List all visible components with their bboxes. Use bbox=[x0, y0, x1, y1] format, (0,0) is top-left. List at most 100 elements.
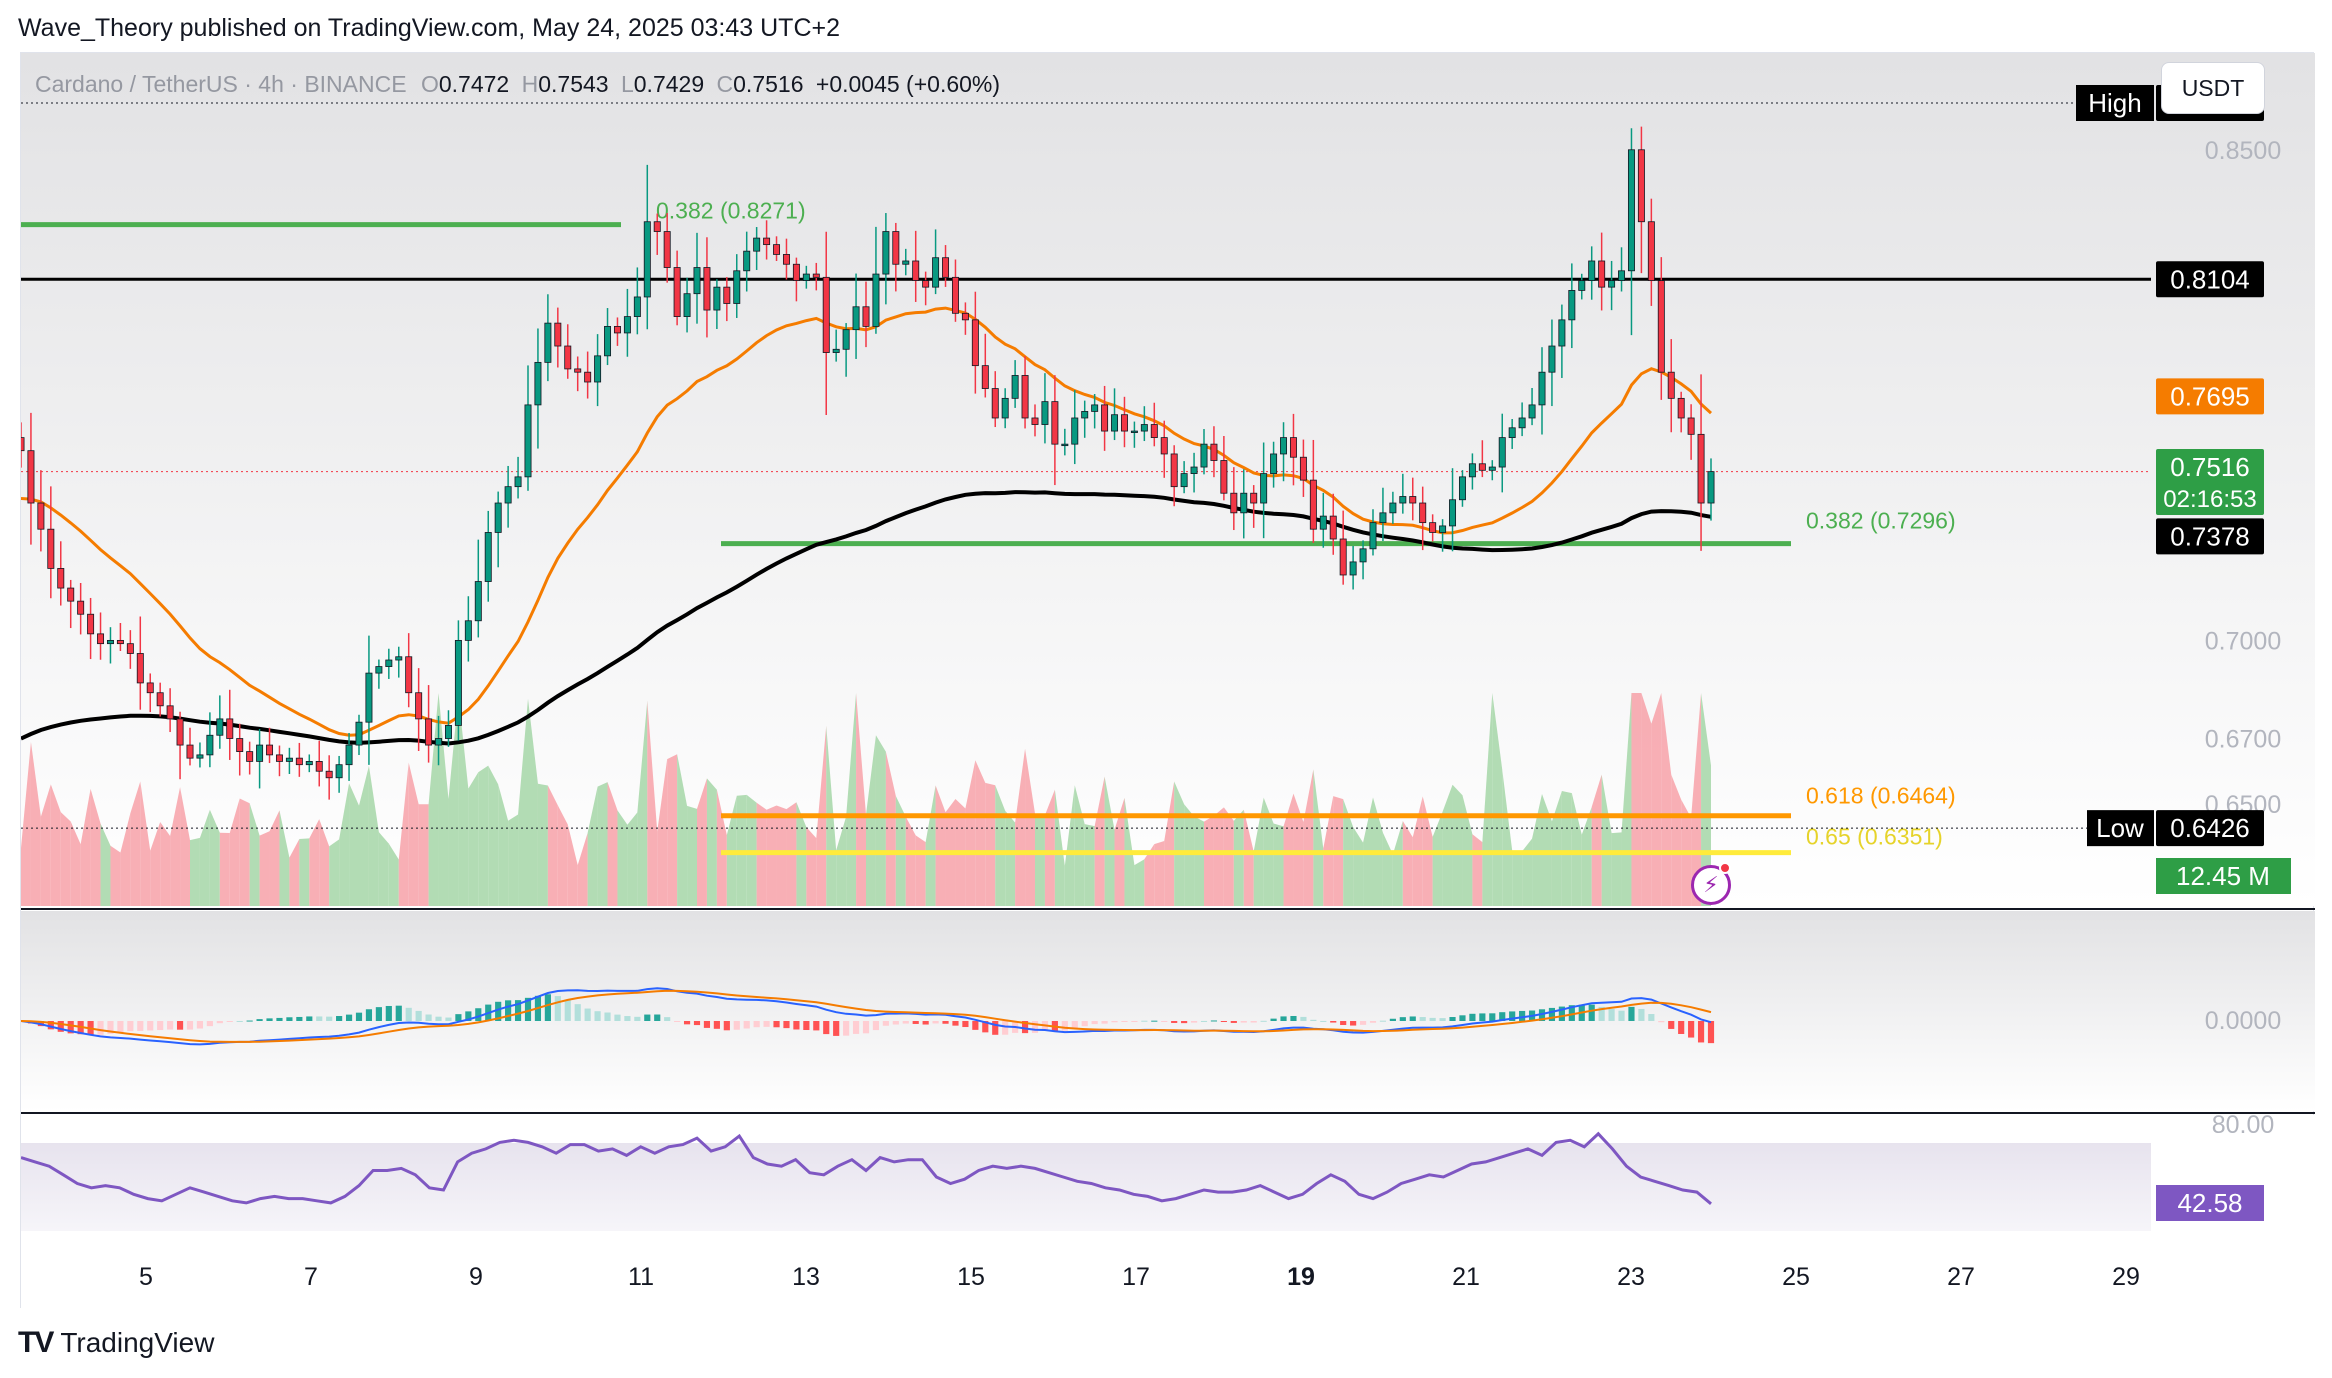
macd-histogram-bar bbox=[1658, 1021, 1665, 1023]
macd-histogram-bar bbox=[157, 1021, 164, 1031]
candle-body bbox=[882, 231, 890, 275]
candle-body bbox=[1101, 404, 1109, 432]
volume-segment bbox=[70, 821, 81, 906]
chart-canvas[interactable]: 0.382 (0.8271) 0.382 (0.7296) 0.618 (0.646… bbox=[21, 53, 2315, 1309]
candle-body bbox=[1280, 437, 1288, 455]
candle-body bbox=[683, 293, 691, 317]
candle-body bbox=[106, 639, 114, 645]
volume-segment bbox=[100, 823, 111, 906]
volume-segment bbox=[80, 788, 91, 906]
macd-histogram-bar bbox=[1071, 1021, 1078, 1029]
macd-histogram-bar bbox=[1181, 1021, 1188, 1024]
candle-body bbox=[1140, 424, 1148, 432]
volume-segment bbox=[905, 816, 916, 906]
volume-segment bbox=[806, 827, 817, 906]
macd-histogram-bar bbox=[1270, 1018, 1277, 1021]
candle-body bbox=[812, 273, 820, 278]
volume-segment bbox=[1194, 816, 1204, 906]
volume-segment bbox=[647, 700, 658, 906]
macd-histogram-bar bbox=[1190, 1021, 1198, 1023]
macd-histogram-bar bbox=[594, 1011, 601, 1021]
macd-histogram-bar bbox=[624, 1016, 631, 1021]
macd-histogram-bar bbox=[67, 1021, 74, 1034]
macd-histogram-bar bbox=[1588, 1004, 1595, 1021]
macd-histogram-bar bbox=[793, 1021, 800, 1030]
macd-histogram-bar bbox=[833, 1021, 840, 1036]
volume-segment bbox=[408, 762, 419, 906]
candle-body bbox=[1150, 424, 1158, 439]
macd-histogram-bar bbox=[912, 1021, 919, 1024]
macd-histogram-bar bbox=[664, 1017, 671, 1021]
macd-histogram-bar bbox=[942, 1021, 949, 1024]
macd-histogram-bar bbox=[1638, 1008, 1645, 1021]
macd-histogram-bar bbox=[743, 1021, 750, 1029]
volume-segment bbox=[1164, 781, 1175, 906]
macd-histogram-bar bbox=[1330, 1021, 1337, 1023]
macd-histogram-bar bbox=[862, 1021, 870, 1034]
volume-segment bbox=[1671, 774, 1682, 906]
macd-histogram-bar bbox=[723, 1021, 730, 1031]
candle-body bbox=[116, 639, 124, 645]
volume-segment bbox=[1472, 834, 1483, 906]
macd-histogram-bar bbox=[1648, 1014, 1655, 1021]
candle-body bbox=[663, 231, 671, 268]
macd-histogram-bar bbox=[147, 1021, 154, 1031]
volume-segment bbox=[985, 782, 996, 906]
macd-histogram-bar bbox=[117, 1021, 124, 1033]
macd-histogram-bar bbox=[345, 1014, 353, 1021]
candle-body bbox=[464, 620, 472, 641]
macd-histogram-bar bbox=[316, 1016, 323, 1021]
ema-50-price-label: 0.7695 bbox=[2170, 381, 2250, 411]
legend-low-label: L bbox=[620, 71, 634, 97]
macd-histogram-bar bbox=[405, 1007, 412, 1021]
macd-histogram-bar bbox=[604, 1012, 611, 1021]
volume-segment bbox=[50, 784, 61, 906]
legend: Cardano / TetherUS · 4h · BINANCE O0.747… bbox=[35, 71, 1000, 98]
legend-low: 0.7429 bbox=[633, 71, 705, 97]
candle-body bbox=[633, 296, 641, 317]
candle-body bbox=[146, 682, 154, 694]
macd-histogram-bar bbox=[286, 1017, 293, 1021]
candle-body bbox=[21, 437, 25, 452]
macd-signal-line bbox=[21, 989, 1712, 1043]
chart-frame[interactable]: 0.382 (0.8271) 0.382 (0.7296) 0.618 (0.646… bbox=[20, 52, 2315, 1309]
macd-histogram-bar bbox=[1409, 1016, 1416, 1021]
candle-body bbox=[415, 692, 423, 720]
volume-segment bbox=[1571, 793, 1582, 906]
candle-body bbox=[246, 751, 254, 762]
currency-button[interactable]: USDT bbox=[2161, 62, 2265, 114]
last-price-label-bg bbox=[2156, 449, 2264, 516]
candle-body bbox=[733, 270, 741, 304]
volume-segment bbox=[567, 824, 578, 906]
volume-segment bbox=[1044, 789, 1055, 906]
macd-histogram-bar bbox=[1548, 1007, 1556, 1021]
volume-segment bbox=[458, 695, 469, 906]
volume-segment bbox=[249, 803, 260, 906]
volume-segment bbox=[1542, 793, 1552, 906]
candle-body bbox=[1379, 512, 1387, 524]
macd-histogram-bar bbox=[1151, 1020, 1158, 1022]
candle-body bbox=[1548, 345, 1556, 373]
macd-histogram-bar bbox=[952, 1021, 959, 1026]
candle-body bbox=[1230, 492, 1238, 514]
macd-histogram-bar bbox=[564, 1000, 571, 1021]
macd-line bbox=[21, 987, 1712, 1046]
macd-histogram-bar bbox=[107, 1021, 114, 1034]
candle-body bbox=[1578, 280, 1586, 291]
macd-histogram-bar bbox=[1608, 1008, 1615, 1021]
volume-label-bg bbox=[2156, 858, 2291, 894]
volume-segment bbox=[488, 765, 499, 906]
volume-segment bbox=[1303, 769, 1314, 906]
macd-histogram-bar bbox=[693, 1021, 701, 1026]
candle-body bbox=[1627, 149, 1635, 272]
macd-histogram-bar bbox=[176, 1021, 184, 1030]
candle-body bbox=[951, 276, 959, 314]
macd-histogram-bar bbox=[455, 1014, 462, 1021]
candle-body bbox=[554, 322, 562, 347]
tradingview-brand: TradingView bbox=[60, 1327, 215, 1358]
candle-body bbox=[1309, 479, 1317, 530]
candle-body bbox=[216, 718, 224, 736]
y-tick-label: 0.7000 bbox=[2205, 627, 2281, 655]
fib-levels: 0.382 (0.8271) 0.382 (0.7296) 0.618 (0.646… bbox=[21, 198, 1956, 856]
fib-0382-lower-label: 0.382 (0.7296) bbox=[1806, 508, 1956, 534]
